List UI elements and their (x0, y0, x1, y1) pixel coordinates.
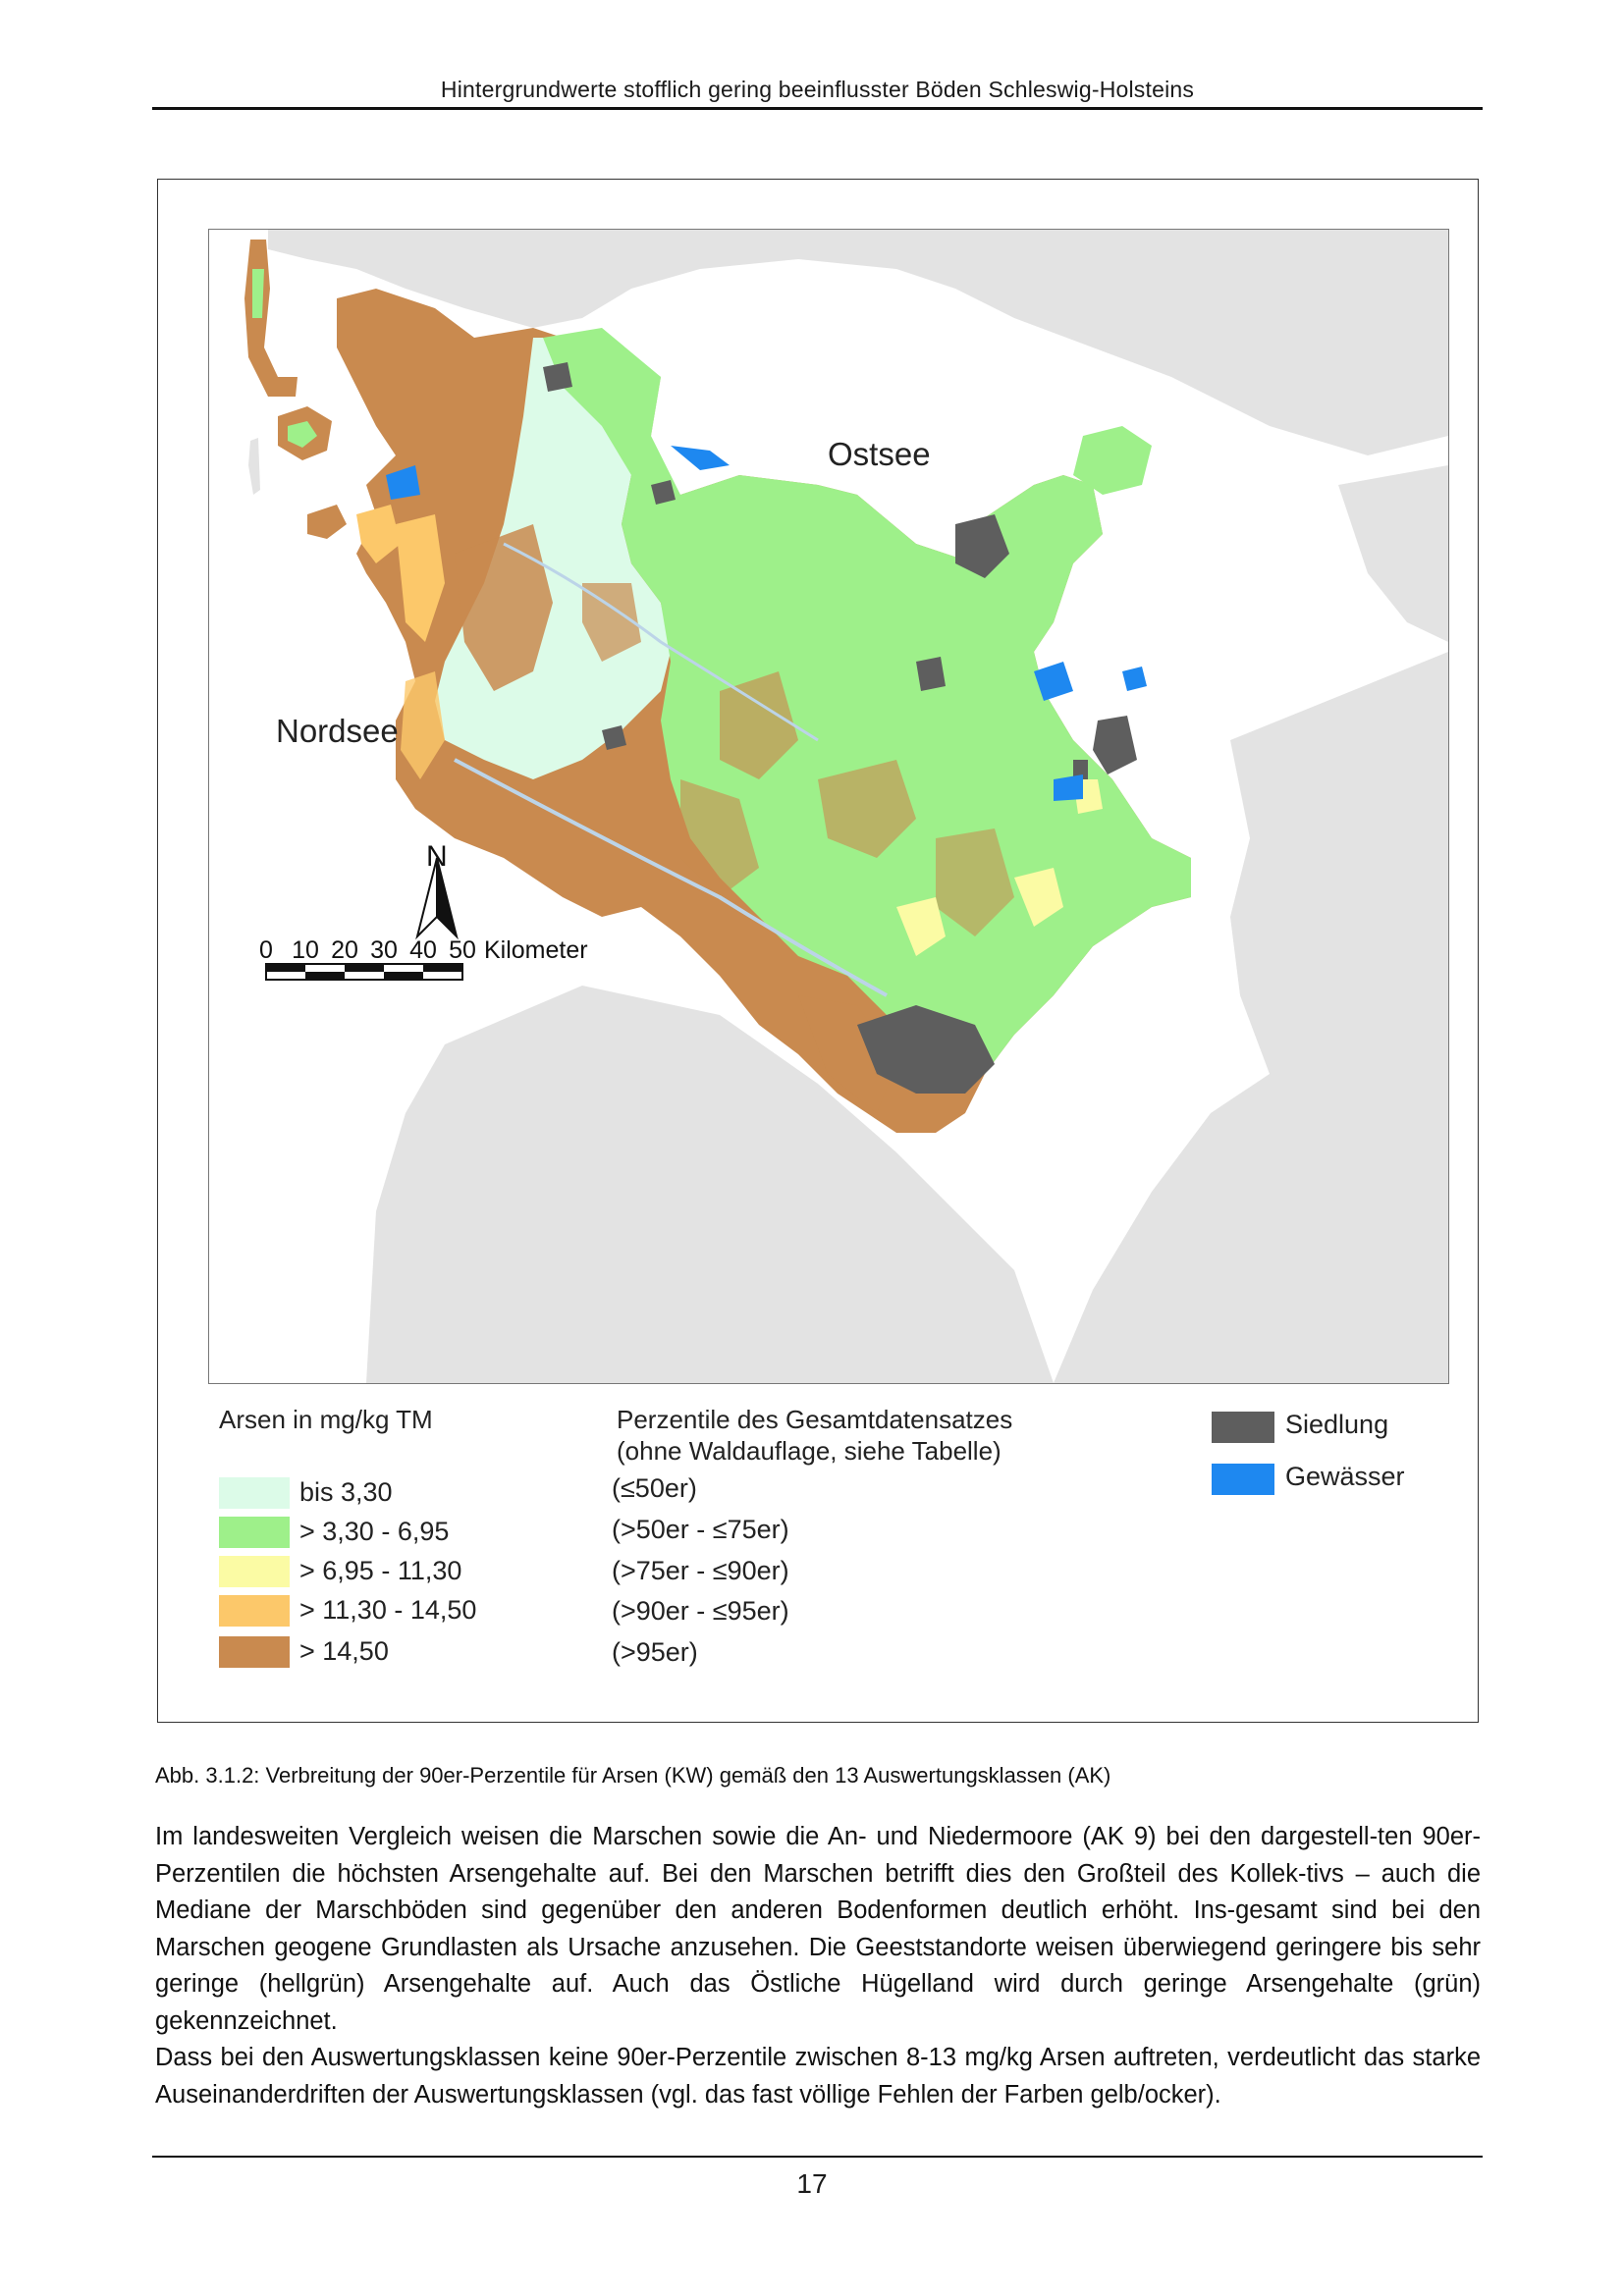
scale-tick-50: 50 (449, 936, 476, 964)
legend-arsen-title: Arsen in mg/kg TM (219, 1405, 433, 1434)
running-header: Hintergrundwerte stofflich gering beeinf… (440, 77, 1195, 102)
legend-class-2-label: > 3,30 - 6,95 (299, 1517, 450, 1546)
legend-gewaesser-label: Gewässer (1285, 1462, 1405, 1491)
sea-label-nordsee: Nordsee (276, 713, 399, 749)
sea-label-ostsee: Ostsee (828, 436, 931, 472)
southeast-land (1054, 652, 1448, 1383)
legend-class-3-percentile: (>75er - ≤90er) (612, 1556, 789, 1585)
legend-class-5-percentile: (>95er) (612, 1637, 698, 1667)
legend-class-1-percentile: (≤50er) (612, 1473, 697, 1503)
paragraph-1: Im landesweiten Vergleich weisen die Mar… (155, 1823, 1481, 2035)
legend-class-1-label: bis 3,30 (299, 1477, 393, 1507)
body-text: Im landesweiten Vergleich weisen die Mar… (155, 1819, 1481, 2113)
river-elbe (454, 758, 888, 997)
legend-swatch-class-2 (219, 1517, 290, 1548)
legend-swatch-class-5 (219, 1636, 290, 1668)
settlement-kiel (955, 514, 1009, 578)
legend-swatch-class-1 (219, 1477, 290, 1509)
scale-tick-10: 10 (292, 936, 319, 964)
page-number: 17 (796, 2168, 828, 2199)
legend-swatch-class-3 (219, 1556, 290, 1587)
north-arrow-icon (415, 857, 459, 940)
scale-tick-40: 40 (409, 936, 437, 964)
arsenic-map (209, 230, 1448, 1383)
water-schlei (671, 446, 730, 470)
paragraph-2: Dass bei den Auswertungsklassen keine 90… (155, 2044, 1481, 2109)
legend-swatch-class-4 (219, 1595, 290, 1627)
legend-percentile-line2: (ohne Waldauflage, siehe Tabelle) (617, 1436, 1001, 1466)
scale-tick-0: 0 (259, 936, 273, 964)
legend-class-4-label: > 11,30 - 14,50 (299, 1595, 477, 1625)
north-arrow-label: N (426, 840, 448, 873)
water-plon (1034, 662, 1073, 701)
legend-class-2-percentile: (>50er - ≤75er) (612, 1515, 789, 1544)
eastern-land (1338, 465, 1448, 642)
figure-caption: Abb. 3.1.2: Verbreitung der 90er-Perzent… (155, 1763, 1111, 1788)
scale-bar-icon (265, 963, 463, 981)
map-frame: Ostsee Nordsee N 0 10 20 30 40 50 Kilome… (208, 229, 1449, 1384)
fehmarn-island (1073, 426, 1152, 495)
scale-tick-30: 30 (370, 936, 398, 964)
legend-class-3-label: > 6,95 - 11,30 (299, 1556, 462, 1585)
scale-tick-20: 20 (331, 936, 358, 964)
pellworm-island (307, 505, 347, 539)
footer-rule (152, 2156, 1483, 2158)
settlement-flensburg (543, 362, 572, 392)
settlement-hamburg (857, 1005, 995, 1094)
amrum-island (248, 438, 260, 495)
settlement-luebeck (1093, 716, 1137, 774)
legend-percentile-title: Perzentile des Gesamtdatensatzes (ohne W… (617, 1404, 1012, 1467)
figure-frame: Ostsee Nordsee N 0 10 20 30 40 50 Kilome… (157, 179, 1479, 1723)
legend-swatch-siedlung (1212, 1412, 1274, 1443)
legend-class-4-percentile: (>90er - ≤95er) (612, 1596, 789, 1626)
legend-percentile-line1: Perzentile des Gesamtdatensatzes (617, 1405, 1013, 1434)
denmark-land (268, 230, 1448, 455)
south-land (366, 986, 1054, 1383)
legend-siedlung-label: Siedlung (1285, 1410, 1389, 1439)
scale-unit: Kilometer (484, 936, 588, 964)
settlement-neumuenster (916, 657, 946, 691)
water-bay (386, 465, 420, 500)
legend-class-5-label: > 14,50 (299, 1636, 389, 1666)
header-rule (152, 107, 1483, 110)
legend-swatch-gewaesser (1212, 1464, 1274, 1495)
